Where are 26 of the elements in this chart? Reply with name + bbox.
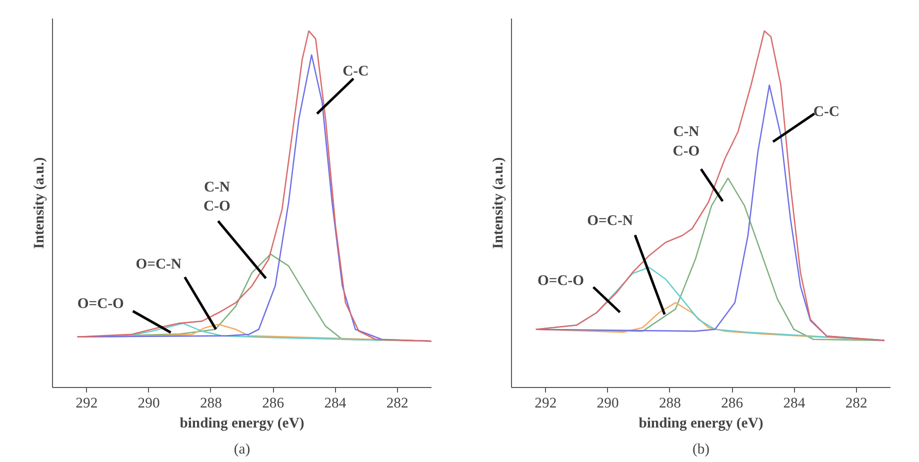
annotation: C-C: [342, 64, 369, 80]
annotation: O=C-O: [537, 273, 584, 290]
annotation: C-N C-O: [204, 179, 230, 215]
x-tick-label: 288: [200, 396, 222, 412]
x-axis-title: binding energy (eV): [180, 416, 304, 432]
text: (a): [234, 442, 250, 458]
annotation: O=C-N: [587, 213, 634, 230]
x-tick-label: 284: [324, 396, 347, 412]
x-tick-label: 288: [658, 396, 681, 412]
x-tick-label: 290: [138, 396, 160, 412]
x-tick-label: 282: [386, 396, 408, 412]
annotation: O=C-O: [77, 296, 124, 312]
x-tick-label: 284: [783, 396, 806, 412]
y-axis-title: Intensity (a.u.): [32, 157, 48, 249]
annotation: C-N C-O: [672, 124, 700, 160]
text: (b): [692, 442, 710, 458]
x-tick-label: 286: [262, 396, 284, 412]
x-tick-label: 286: [721, 396, 744, 412]
annotation: O=C-N: [136, 256, 182, 272]
x-axis-title: binding energy (eV): [638, 416, 764, 432]
y-axis-title: Intensity (a.u.): [490, 157, 506, 249]
x-tick-label: 292: [534, 396, 557, 412]
x-tick-label: 282: [845, 396, 868, 412]
x-tick-label: 290: [596, 396, 619, 412]
annotation: C-C: [813, 104, 840, 120]
x-tick-label: 292: [76, 396, 98, 412]
